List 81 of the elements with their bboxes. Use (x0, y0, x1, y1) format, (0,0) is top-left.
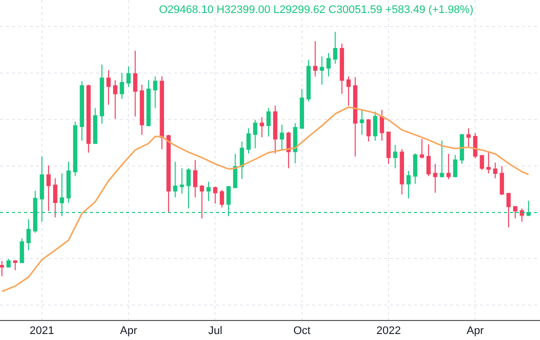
candlestick (46, 164, 51, 212)
x-tick-label: Oct (293, 325, 310, 338)
candlestick (440, 140, 444, 178)
candlestick (273, 105, 278, 154)
candlestick (86, 84, 91, 154)
candlestick (346, 76, 351, 106)
candlestick (80, 80, 84, 142)
candlestick (500, 166, 504, 196)
candlestick (353, 76, 358, 158)
x-tick-label: Apr (120, 325, 138, 338)
candlestick (306, 59, 311, 102)
x-tick-label: 2021 (30, 325, 54, 338)
candlestick (100, 64, 104, 124)
candlestick (20, 238, 24, 264)
candlestick (246, 128, 251, 154)
candlestick (413, 152, 418, 184)
candlestick (373, 111, 378, 142)
x-tick-label: Apr (466, 325, 484, 338)
candlestick (506, 192, 511, 228)
candlestick (206, 181, 211, 202)
candlestick (366, 118, 371, 142)
candlestick (280, 124, 284, 150)
candlestick (286, 131, 291, 169)
candlestick (220, 190, 224, 208)
candlestick (166, 134, 171, 214)
x-tick-label: Jul (208, 325, 222, 338)
candlestick (133, 50, 138, 117)
candlestick (380, 109, 384, 142)
candlestick (180, 168, 184, 194)
candlestick (360, 110, 364, 136)
candlestick (186, 168, 191, 209)
candlestick (146, 80, 151, 127)
candlestick (333, 31, 338, 64)
candlestick (6, 258, 11, 268)
candlestick (293, 122, 298, 164)
candlestick (233, 153, 238, 188)
candlestick (433, 163, 438, 194)
candlestick (13, 260, 18, 271)
candlestick (340, 43, 344, 94)
candlestick (313, 40, 318, 77)
candlestick (453, 154, 458, 178)
candlestick (386, 131, 391, 164)
candlestick (493, 162, 498, 179)
candlestick (486, 152, 491, 174)
candlestick (73, 121, 78, 177)
candlestick (266, 108, 271, 138)
candlestick (160, 76, 164, 150)
candlestick (393, 144, 398, 169)
candlestick (106, 70, 111, 106)
candlestick (66, 161, 71, 204)
candlestick (300, 88, 304, 129)
candlestick (173, 161, 178, 198)
candlestick (193, 159, 198, 198)
candlestick (520, 208, 524, 222)
candlestick (120, 72, 124, 100)
candlestick (0, 260, 4, 277)
candlestick (200, 184, 204, 219)
candlestick (93, 108, 98, 144)
candlestick (126, 66, 131, 88)
candlestick (426, 144, 431, 177)
candlestick (326, 52, 331, 77)
candlestick (466, 128, 471, 148)
candlestick (26, 218, 31, 251)
candlestick (446, 153, 451, 180)
candlestick (406, 170, 411, 199)
candlestick (213, 186, 218, 204)
candlestick (260, 116, 264, 138)
candlestick (473, 132, 478, 159)
x-tick-label: 2022 (376, 325, 401, 338)
candlestick (153, 76, 158, 109)
candlestick (420, 138, 424, 159)
candlestick (253, 119, 258, 149)
candlestick (480, 154, 484, 170)
candlestick (53, 178, 58, 218)
candlestick (113, 80, 118, 120)
candlestick (240, 141, 244, 180)
candlestick (400, 148, 404, 195)
candlestick (513, 206, 518, 219)
candlestick (140, 84, 144, 136)
candlestick (320, 56, 324, 86)
text: O29468.10 H32399.00 L29299.62 C30051.59 +583.49 (+1.98%) (159, 4, 474, 16)
